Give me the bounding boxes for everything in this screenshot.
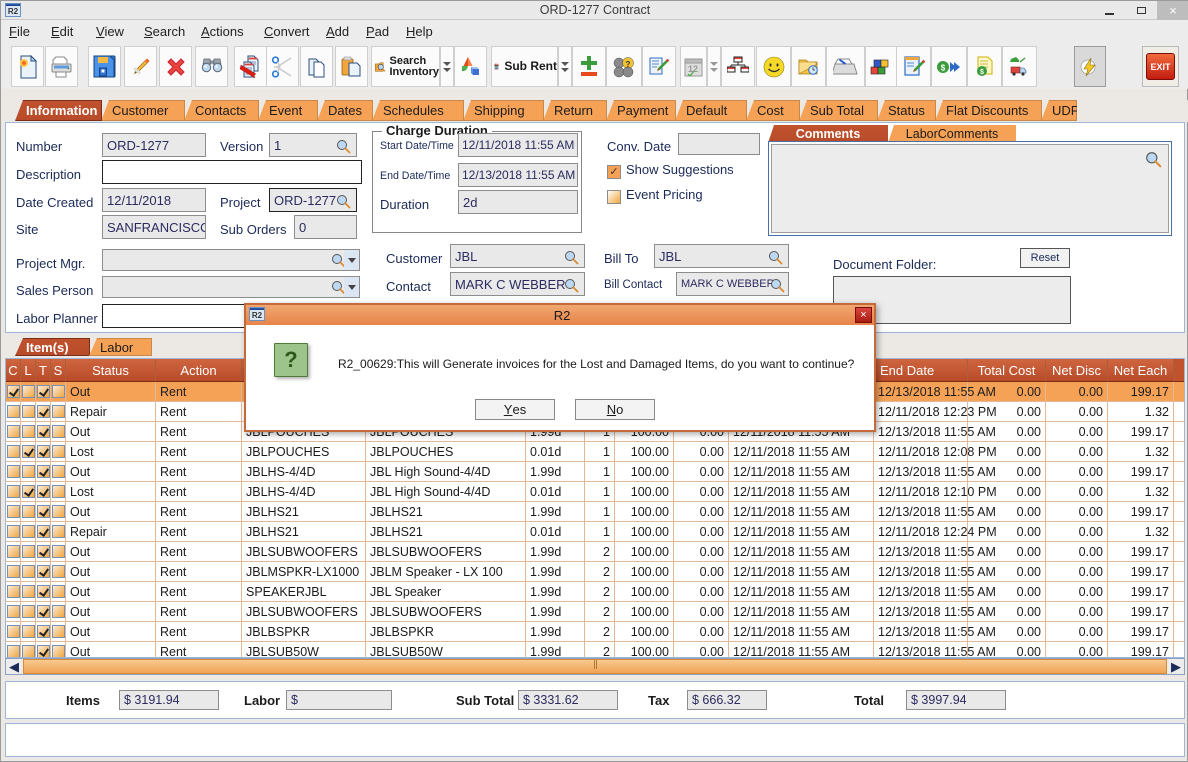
svg-text:$: $ [980,69,984,76]
svg-text:$: $ [941,63,946,72]
